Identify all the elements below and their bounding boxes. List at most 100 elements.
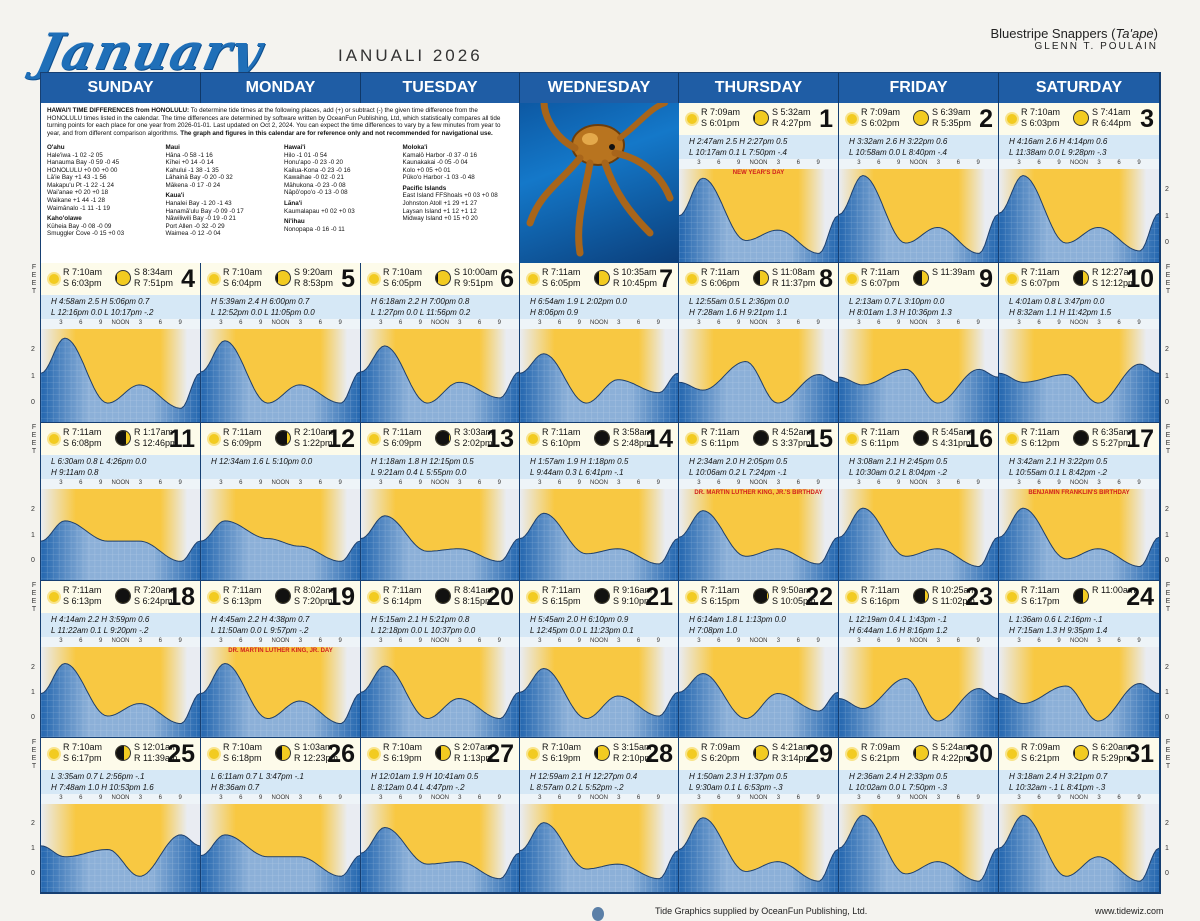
sun-icon <box>1007 434 1017 444</box>
day-number: 18 <box>167 583 195 611</box>
place-time-diff: Johnston Atoll +1 29 +1 27 <box>402 200 478 208</box>
place-time-diff: Smuggler Cove -0 15 +0 03 <box>47 230 125 238</box>
holiday-label: DR. MARTIN LUTHER KING, JR. DAY <box>228 648 333 654</box>
tide-line-1: H 4:14am 2.2 H 3:59pm 0.6 <box>51 615 150 624</box>
tide-line-1: H 2:34am 2.0 H 2:05pm 0.5 <box>689 457 788 466</box>
place-time-diff: Nāpō'opo'o -0 13 -0 08 <box>284 189 348 197</box>
hour-scale: 3 6 9 NOON 3 6 9 <box>999 794 1159 804</box>
hour-label: 3 <box>617 320 621 326</box>
photo-title: Bluestripe Snappers (Ta'ape) <box>990 26 1158 41</box>
hour-label: 9 <box>338 320 342 326</box>
tide-times: L 2:13am 0.7 L 3:10pm 0.0 H 8:01am 1.3 H … <box>839 295 998 319</box>
hour-label: 3 <box>697 795 701 801</box>
hour-scale: 3 6 9 NOON 3 6 9 <box>999 159 1159 169</box>
hour-label: 3 <box>298 638 303 644</box>
region-name: Kaho'olawe <box>47 215 82 223</box>
moon-time-2: S 2:02pm <box>454 438 493 448</box>
hour-label: 6 <box>557 320 562 326</box>
hour-label: 9 <box>418 320 422 326</box>
day-number: 9 <box>979 265 993 293</box>
hour-label: 3 <box>59 320 63 326</box>
feet-tick-label: 2 <box>31 820 35 828</box>
day-number: 22 <box>805 583 833 611</box>
hour-label: 6 <box>318 638 322 644</box>
sunrise-time: R 7:11am <box>861 427 900 437</box>
sun-moon-row: R 7:11am S 6:17pm R 11:00am 24 <box>999 581 1159 613</box>
tide-times: H 1:50am 2.3 H 1:37pm 0.5 L 9:30am 0.1 L … <box>679 770 838 794</box>
sunset-time: S 6:15pm <box>701 596 740 606</box>
hour-scale: 3 6 9 NOON 3 6 9 <box>839 637 998 647</box>
sunset-time: S 6:03pm <box>63 278 102 288</box>
holiday-label: NEW YEAR'S DAY <box>732 170 785 176</box>
hour-label: 3 <box>138 795 143 801</box>
day-number: 20 <box>486 583 514 611</box>
sunrise-time: R 7:10am <box>383 742 423 752</box>
hour-label: NOON <box>431 480 449 486</box>
weekday-header-sunday: SUNDAY <box>41 73 201 103</box>
hour-label: 6 <box>636 320 641 326</box>
tide-line-1: H 12:01am 1.9 H 10:41am 0.5 <box>371 772 479 781</box>
hour-label: 3 <box>697 638 701 644</box>
hour-label: NOON <box>749 795 768 801</box>
tide-line-2: L 10:30am 0.2 L 8:04pm -.2 <box>849 468 947 477</box>
feet-tick-label: 0 <box>1165 869 1169 877</box>
sunrise-time: R 7:11am <box>861 585 900 595</box>
place-time-diff: Kahului -1 38 -1 35 <box>165 166 219 174</box>
sunrise-time: R 7:09am <box>861 107 901 117</box>
tide-graph <box>839 647 998 737</box>
hour-label: 9 <box>816 320 820 326</box>
moon-phase-icon <box>753 110 769 126</box>
hour-label: NOON <box>271 320 290 326</box>
tide-line-1: H 6:14am 1.8 L 1:13pm 0.0 <box>689 615 786 624</box>
hour-label: 3 <box>1017 160 1021 166</box>
moon-time-2: S 10:05pm <box>772 596 816 606</box>
moon-phase-icon <box>435 270 451 286</box>
weekday-header-thursday: THURSDAY <box>679 73 839 103</box>
hour-label: 9 <box>816 795 820 801</box>
moon-time-2: R 4:22pm <box>932 753 972 763</box>
hour-label: 6 <box>717 160 721 166</box>
hour-label: NOON <box>1070 160 1088 166</box>
tide-line-2: H 8:06pm 0.9 <box>530 308 579 317</box>
tide-times: L 6:11am 0.7 L 3:47pm -.1 H 8:36am 0.7 <box>201 770 360 794</box>
feet-tick-label: 0 <box>1165 557 1169 565</box>
moon-time-1: S 12:01am <box>134 742 178 752</box>
hour-label: NOON <box>111 320 130 326</box>
octopus-illustration <box>526 89 674 257</box>
sun-icon <box>369 592 379 602</box>
hour-scale: 3 6 9 NOON 3 6 9 <box>839 319 998 329</box>
moon-time-1: S 11:39am <box>932 267 975 277</box>
moon-time-1: R 2:10am <box>294 427 334 437</box>
day-cell-5: R 7:10am S 6:04pm S 9:20am R 8:53pm 5 H 5:… <box>201 263 361 423</box>
hour-label: 6 <box>477 480 482 486</box>
moon-time-2: S 2:48pm <box>613 438 652 448</box>
hour-label: 9 <box>497 480 501 486</box>
tide-line-1: H 4:16am 2.6 H 4:14pm 0.6 <box>1009 137 1108 146</box>
moon-phase-icon <box>594 430 610 446</box>
hour-label: 3 <box>857 638 861 644</box>
tide-times: H 3:18am 2.4 H 3:21pm 0.7 L 10:32am -.1 L… <box>999 770 1159 794</box>
region-name: Kaua'i <box>165 192 185 200</box>
place-time-diff: Port Allen -0 32 -0 29 <box>165 222 225 230</box>
sunset-time: S 6:15pm <box>542 596 581 606</box>
sunset-time: S 6:14pm <box>383 596 422 606</box>
tide-line-1: L 3:35am 0.7 L 2:56pm -.1 <box>51 772 145 781</box>
tide-line-1: H 6:18am 2.2 H 7:00pm 0.8 <box>371 297 470 306</box>
tide-graph <box>361 647 519 737</box>
hour-label: 9 <box>896 160 901 166</box>
hour-label: 9 <box>178 480 182 486</box>
moon-phase-icon <box>115 270 131 286</box>
sun-moon-row: R 7:10am S 6:04pm S 9:20am R 8:53pm 5 <box>201 263 360 295</box>
octopus-photo <box>520 73 680 263</box>
sun-icon <box>209 434 219 444</box>
hour-scale: 3 6 9 NOON 3 6 9 <box>361 319 519 329</box>
sun-icon <box>209 592 219 602</box>
info-column: O'ahu Hale'iwa -1 02 -2 05 Hanauma Bay -0 … <box>47 141 158 238</box>
tide-line-1: L 6:30am 0.8 L 4:26pm 0.0 <box>51 457 147 466</box>
sun-moon-row: R 7:11am S 6:07pm R 12:27am S 12:12pm 10 <box>999 263 1159 295</box>
day-cell-14: R 7:11am S 6:10pm R 3:58am S 2:48pm 14 H 1… <box>520 423 679 581</box>
place-time-diff: Hanalei Bay -1 20 -1 43 <box>165 200 232 208</box>
day-number: 7 <box>659 265 673 293</box>
tide-line-2: L 10:58am 0.0 L 8:40pm -.4 <box>849 148 947 157</box>
day-cell-17: R 7:11am S 6:12pm R 6:35am S 5:27pm 17 H 3… <box>999 423 1160 581</box>
